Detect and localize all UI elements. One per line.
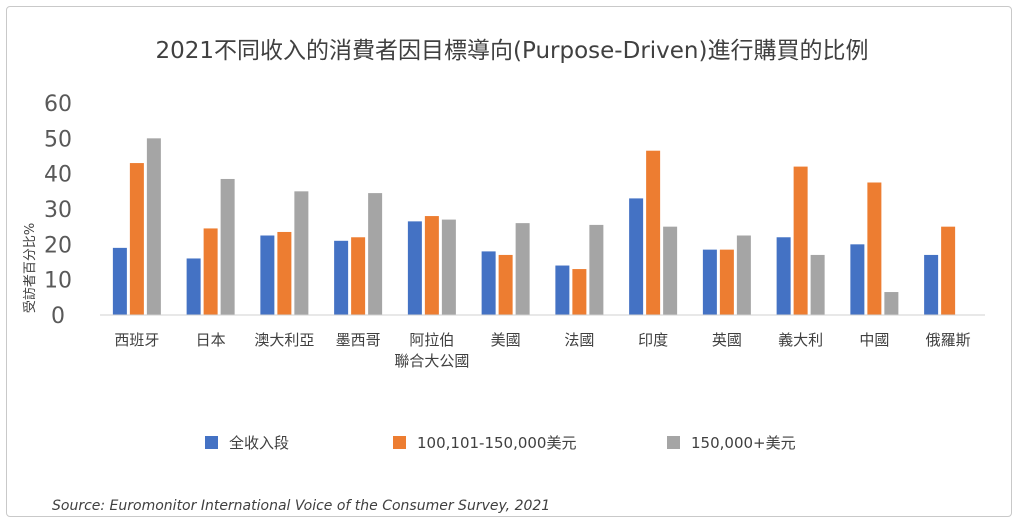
x-tick-label: 俄羅斯 — [926, 331, 971, 349]
x-tick-label: 中國 — [859, 331, 889, 349]
legend: 全收入段 100,101-150,000美元 150,000+美元 — [205, 434, 796, 452]
legend-label: 全收入段 — [229, 434, 289, 452]
bar — [203, 228, 218, 315]
bar — [186, 258, 201, 315]
bar — [112, 247, 127, 315]
bar — [629, 198, 644, 315]
chart-title: 2021不同收入的消費者因目標導向(Purpose-Driven)進行購買的比例 — [156, 38, 869, 64]
bar — [589, 224, 604, 315]
x-tick-label: 印度 — [638, 331, 668, 349]
bar — [351, 237, 366, 315]
y-axis-label: 受訪者百分比% — [22, 223, 38, 313]
bar — [924, 254, 939, 315]
bar — [941, 226, 956, 315]
bar — [277, 231, 292, 315]
legend-label: 100,101-150,000美元 — [417, 434, 576, 452]
bars — [112, 138, 956, 315]
y-tick-label: 20 — [44, 233, 72, 258]
bar — [719, 249, 734, 315]
bar — [334, 240, 349, 315]
legend-swatch — [393, 436, 406, 449]
y-tick-label: 30 — [44, 198, 72, 223]
y-tick-label: 50 — [44, 127, 72, 152]
x-tick-label: 日本 — [196, 331, 226, 349]
x-tick-label: 澳大利亞 — [254, 331, 314, 349]
x-tick-label: 義大利 — [778, 331, 823, 349]
bar — [663, 226, 678, 315]
x-tick-label: 西班牙 — [114, 331, 159, 349]
bar — [481, 251, 496, 315]
source-note: Source: Euromonitor International Voice … — [52, 498, 550, 514]
bar — [146, 138, 161, 315]
bar — [498, 254, 513, 315]
bar — [294, 191, 309, 315]
bar — [702, 249, 717, 315]
bar — [884, 292, 899, 315]
bar — [407, 221, 422, 315]
bar — [129, 163, 144, 315]
x-tick-label: 法國 — [564, 331, 594, 349]
bar — [441, 219, 456, 315]
bar — [260, 235, 275, 315]
bar — [776, 237, 791, 315]
y-tick-label: 60 — [44, 92, 72, 117]
bar — [515, 223, 530, 315]
bar — [810, 254, 825, 315]
bar — [793, 166, 808, 315]
y-axis-ticks: 0 10 20 30 40 50 60 — [44, 92, 72, 329]
bar — [646, 150, 661, 315]
bar — [736, 235, 751, 315]
bar — [220, 178, 235, 315]
x-tick-label: 聯合大公國 — [394, 352, 469, 370]
bar — [572, 269, 587, 315]
legend-swatch — [667, 436, 680, 449]
y-tick-label: 0 — [51, 304, 65, 329]
y-tick-label: 40 — [44, 163, 72, 188]
bar — [368, 193, 383, 315]
bar — [555, 265, 570, 315]
x-tick-label: 阿拉伯 — [409, 331, 454, 349]
bar — [424, 216, 439, 315]
y-tick-label: 10 — [44, 269, 72, 294]
legend-swatch — [205, 436, 218, 449]
bar — [867, 182, 882, 315]
x-tick-label: 英國 — [712, 331, 742, 349]
x-tick-label: 墨西哥 — [336, 331, 381, 349]
bar — [850, 244, 865, 315]
legend-label: 150,000+美元 — [691, 434, 796, 452]
x-tick-label: 美國 — [491, 331, 521, 349]
